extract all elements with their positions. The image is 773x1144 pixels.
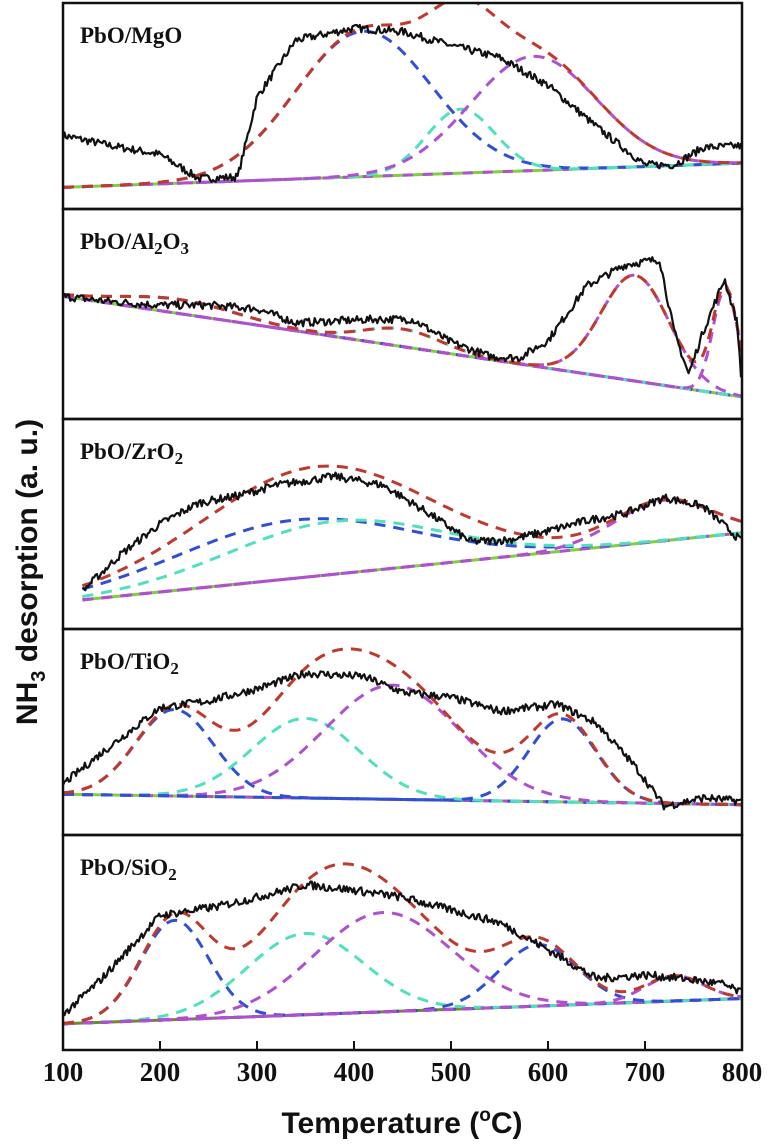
x-tick-label: 700	[625, 1057, 666, 1087]
measured-curve	[63, 669, 742, 811]
peak-blue-615	[63, 717, 742, 807]
x-tick-label: 100	[43, 1057, 84, 1087]
peak-blue-340	[81, 517, 742, 591]
x-tick-label: 800	[722, 1057, 763, 1087]
x-tick-label: 600	[528, 1057, 569, 1087]
peak-magenta-440	[63, 683, 742, 807]
panel-label: PbO/SiO2	[80, 855, 177, 884]
panel-label: PbO/MgO	[80, 23, 182, 48]
peak-cyan-380	[82, 518, 742, 599]
fit-curve	[63, 647, 742, 807]
peak-magenta-783	[63, 287, 742, 390]
x-tick-label: 300	[237, 1057, 278, 1087]
peak-cyan-350	[63, 716, 742, 807]
peak-blue-215	[63, 707, 742, 807]
fit-curve	[63, 273, 742, 367]
panel-label: PbO/Al2O3	[80, 229, 189, 258]
x-axis: 100 200 300 400 500 600 700 800	[43, 1041, 763, 1087]
x-tick-label: 500	[431, 1057, 472, 1087]
panel-label: PbO/ZrO2	[80, 439, 183, 468]
fit-curve	[63, 3, 742, 189]
panel-frame	[61, 833, 744, 1052]
peak-magenta-720	[82, 498, 742, 602]
peak-cyan-350	[63, 931, 742, 1026]
panel-pbo-sio2: PbO/SiO2	[61, 833, 744, 1052]
x-tick-label: 200	[140, 1057, 181, 1087]
panel-pbo-mgo: PbO/MgO	[61, 1, 744, 211]
measured-curve	[81, 471, 742, 592]
y-axis-title: NH3 desorption (a. u.)	[11, 419, 50, 725]
measured-curve	[63, 880, 742, 1017]
measured-curve	[63, 23, 742, 183]
peak-magenta-585	[63, 54, 742, 189]
peak-magenta-690	[63, 273, 742, 398]
panel-pbo-al2o3: PbO/Al2O3	[61, 207, 744, 421]
x-tick-label: 400	[334, 1057, 375, 1087]
panel-pbo-tio2: PbO/TiO2	[61, 627, 744, 837]
x-axis-title: Temperature (oC)	[281, 1105, 522, 1140]
peak-blue-215	[63, 918, 742, 1025]
peak-magenta-430	[63, 910, 742, 1026]
measured-curve	[63, 256, 742, 378]
panel-pbo-zro2: PbO/ZrO2	[61, 417, 744, 631]
panel-label: PbO/TiO2	[80, 649, 179, 678]
panels-group: PbO/MgO PbO/Al2O3 PbO/ZrO2 PbO/TiO2 PbO/SiO2	[61, 1, 744, 1052]
peak-blue-410	[63, 29, 742, 189]
